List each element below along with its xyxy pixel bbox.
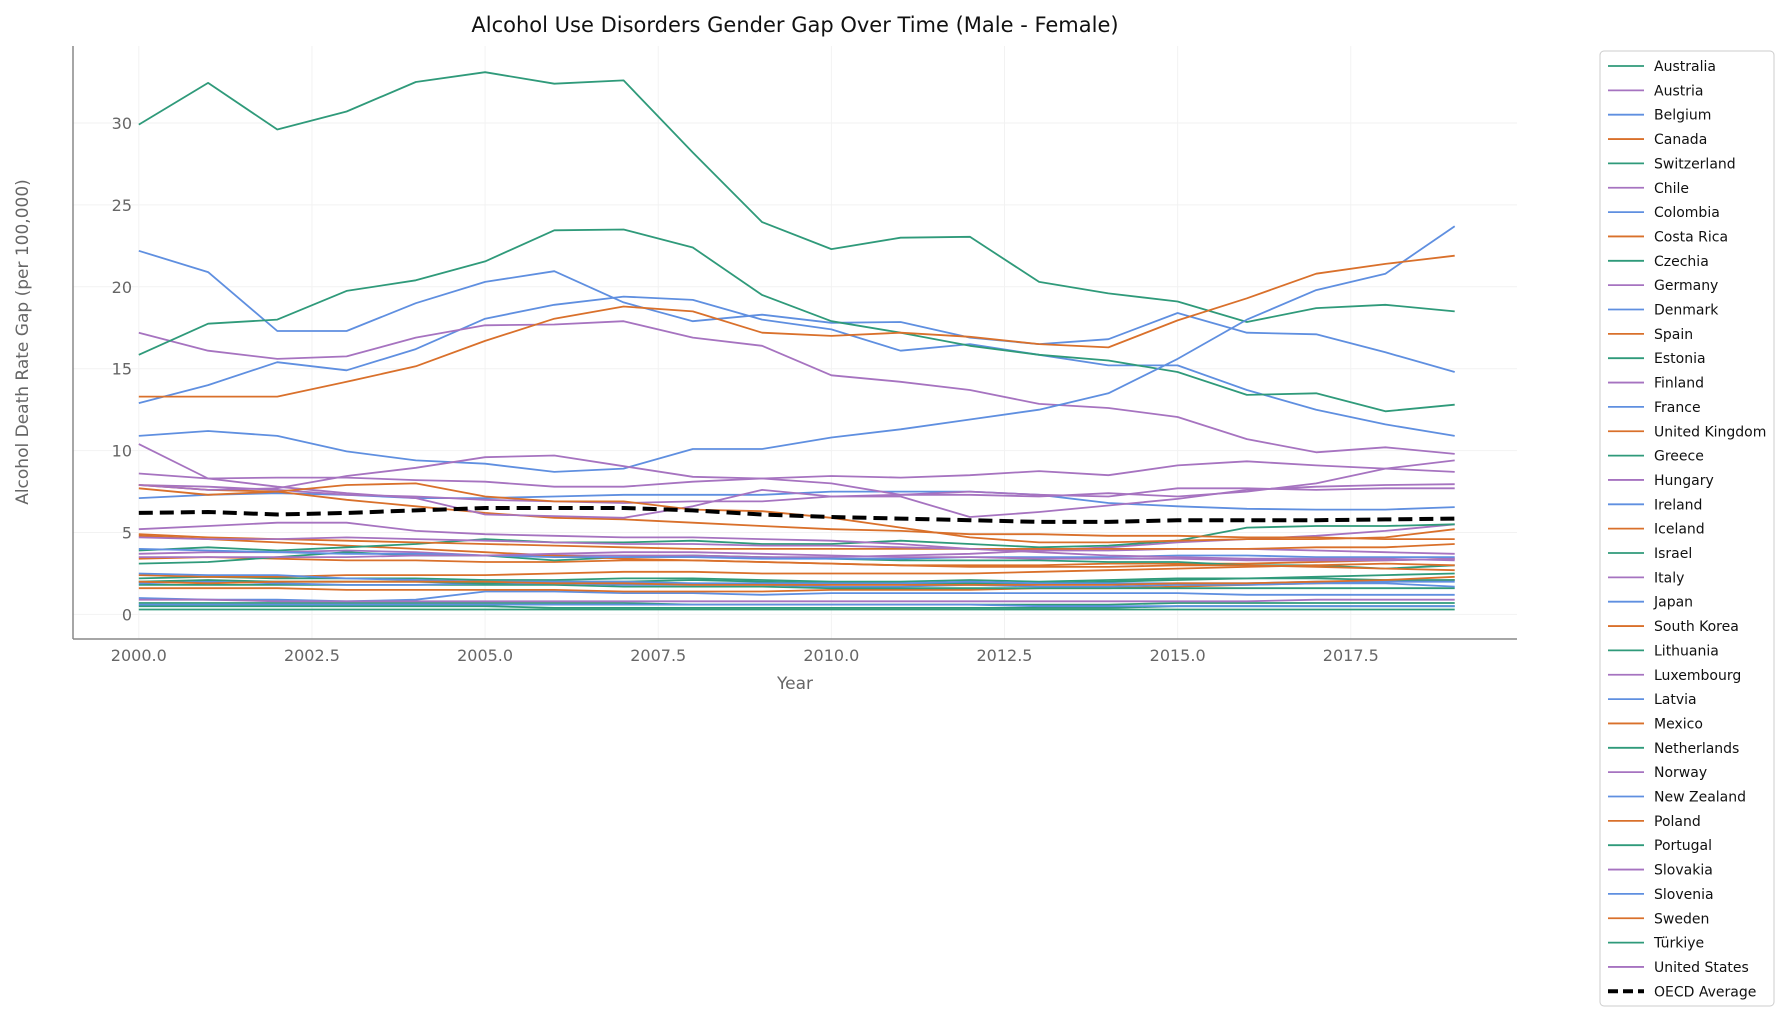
series-line-colombia <box>138 295 1455 437</box>
series-line-italy <box>138 483 1455 518</box>
axes <box>72 46 1517 640</box>
legend-label: Greece <box>1654 449 1704 465</box>
x-tick-labels: 2000.0 2002.5 2005.0 2007.5 2010.0 2012.5 2015… <box>111 646 1379 665</box>
series-line-finland <box>138 443 1455 519</box>
legend-label: New Zealand <box>1654 790 1746 806</box>
series-line-france <box>138 548 1455 560</box>
y-tick-label: 25 <box>112 196 132 215</box>
legend-label: Israel <box>1654 546 1692 562</box>
legend-label: South Korea <box>1654 619 1739 635</box>
x-tick-label: 2007.5 <box>630 646 686 665</box>
legend-label: Costa Rica <box>1654 229 1728 245</box>
legend-label: Czechia <box>1654 254 1709 270</box>
series-line-poland <box>138 562 1455 578</box>
x-tick-label: 2002.5 <box>284 646 340 665</box>
legend-label: Hungary <box>1654 473 1714 489</box>
series-line-spain <box>138 487 1455 540</box>
legend-label: Belgium <box>1654 108 1711 124</box>
legend-label: Finland <box>1654 376 1704 392</box>
y-tick-label: 30 <box>112 114 132 133</box>
legend-label: OECD Average <box>1654 984 1756 1000</box>
x-tick-label: 2005.0 <box>457 646 513 665</box>
legend-label: Germany <box>1654 278 1718 294</box>
x-tick-label: 2000.0 <box>111 646 167 665</box>
y-axis-label: Alcohol Death Rate Gap (per 100,000) <box>13 179 33 505</box>
y-tick-labels: 0 5 10 15 20 25 30 <box>112 114 132 624</box>
y-tick-label: 20 <box>112 278 132 297</box>
series-line-hungary <box>138 320 1455 455</box>
series-line-estonia <box>138 71 1455 323</box>
series-line-luxembourg <box>138 536 1455 562</box>
legend-label: Latvia <box>1654 692 1697 708</box>
series-lines <box>138 71 1456 611</box>
legend-label: Colombia <box>1654 205 1720 221</box>
legend-label: Denmark <box>1654 303 1719 319</box>
gridlines <box>73 46 1517 639</box>
series-line-czechia <box>138 523 1455 552</box>
series-line-latvia <box>138 225 1456 473</box>
x-tick-label: 2010.0 <box>803 646 859 665</box>
x-tick-label: 2012.5 <box>977 646 1033 665</box>
legend-label: United Kingdom <box>1654 424 1766 440</box>
series-line-sweden <box>138 575 1455 586</box>
series-line-slovakia <box>138 454 1455 498</box>
legend-label: Lithuania <box>1654 643 1719 659</box>
legend: Australia Austria Belgium Canada Switzerland… <box>1599 50 1775 1007</box>
series-line-japan <box>138 603 1455 608</box>
y-tick-label: 10 <box>112 442 132 461</box>
series-line-norway <box>138 598 1455 603</box>
legend-label: Canada <box>1654 132 1707 148</box>
legend-label: Japan <box>1653 595 1693 611</box>
legend-label: Spain <box>1654 327 1693 343</box>
y-tick-label: 0 <box>122 605 132 624</box>
legend-label: Poland <box>1654 814 1701 830</box>
legend-label: Portugal <box>1654 838 1712 854</box>
legend-label: Switzerland <box>1654 156 1736 172</box>
legend-label: Iceland <box>1654 522 1705 538</box>
legend-label: Ireland <box>1654 497 1702 513</box>
series-line-ireland <box>138 590 1455 603</box>
chart-title: Alcohol Use Disorders Gender Gap Over Ti… <box>471 13 1118 37</box>
legend-label: Sweden <box>1654 911 1709 927</box>
legend-label: Australia <box>1654 59 1716 75</box>
y-tick-label: 5 <box>122 524 132 543</box>
legend-label: Luxembourg <box>1654 668 1741 684</box>
legend-label: France <box>1654 400 1701 416</box>
x-tick-label: 2015.0 <box>1150 646 1206 665</box>
series-line-lithuania <box>138 228 1455 413</box>
legend-label: Türkiye <box>1653 936 1704 952</box>
series-line-united-kingdom <box>138 533 1455 550</box>
legend-label: Italy <box>1654 570 1684 586</box>
legend-label: Slovenia <box>1654 887 1714 903</box>
legend-label: United States <box>1654 960 1749 976</box>
legend-label: Mexico <box>1654 716 1703 732</box>
legend-frame <box>1599 50 1775 1007</box>
series-line-mexico <box>138 254 1455 398</box>
series-line-denmark <box>138 249 1455 373</box>
legend-label: Slovakia <box>1654 863 1713 879</box>
legend-label: Austria <box>1654 83 1703 99</box>
series-line-austria <box>138 460 1455 488</box>
x-tick-label: 2017.5 <box>1323 646 1379 665</box>
series-line-oecd-average <box>138 506 1455 524</box>
legend-label: Norway <box>1654 765 1707 781</box>
legend-label: Chile <box>1654 181 1689 197</box>
series-line-united-states <box>138 551 1455 562</box>
y-tick-label: 15 <box>112 360 132 379</box>
legend-label: Netherlands <box>1654 741 1739 757</box>
x-axis-label: Year <box>776 674 813 694</box>
legend-label: Estonia <box>1654 351 1706 367</box>
